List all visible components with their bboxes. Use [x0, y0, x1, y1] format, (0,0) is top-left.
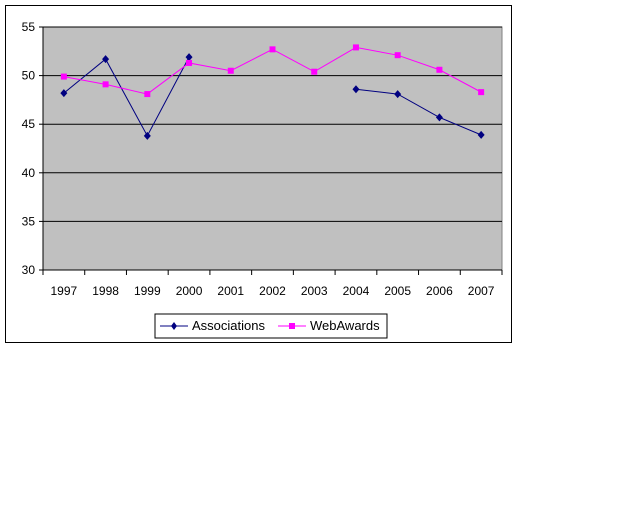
webawards-point-2003 [311, 68, 318, 75]
x-tick-label-2001: 2001 [217, 284, 244, 298]
x-tick-label-1997: 1997 [51, 284, 78, 298]
webawards-point-1997 [60, 73, 67, 80]
x-tick-label-1998: 1998 [92, 284, 119, 298]
y-tick-label-45: 45 [22, 117, 36, 131]
associations-point-2005 [394, 90, 402, 99]
x-tick-label-2004: 2004 [343, 284, 370, 298]
associations-series-line-1 [355, 88, 482, 136]
webawards-point-1998 [102, 81, 109, 88]
x-tick-label-2000: 2000 [176, 284, 203, 298]
x-tick-label-1999: 1999 [134, 284, 161, 298]
webawards-point-2006 [436, 66, 443, 73]
webawards-point-2000 [186, 59, 193, 66]
associations-point-2000 [185, 53, 193, 62]
legend-box [154, 313, 388, 339]
y-axis-tick-labels: 30 35 40 45 50 55 [22, 20, 36, 277]
associations-point-1998 [102, 55, 110, 64]
webawards-point-2001 [227, 67, 234, 74]
webawards-point-1999 [144, 91, 151, 98]
webawards-point-2005 [394, 52, 401, 59]
legend-associations-label: Associations [192, 318, 265, 333]
y-tick-label-30: 30 [22, 263, 36, 277]
x-axis-tick-labels: 1997 1998 1999 2000 2001 2002 2003 2004 2005 2006… [51, 284, 495, 298]
y-tick-label-50: 50 [22, 69, 36, 83]
associations-point-1997 [60, 89, 68, 98]
associations-point-2007 [477, 130, 485, 139]
y-tick-label-40: 40 [22, 166, 36, 180]
legend-webawards-marker [289, 323, 295, 329]
associations-point-2006 [435, 113, 443, 122]
x-tick-label-2006: 2006 [426, 284, 453, 298]
associations-series-line-0 [63, 56, 190, 137]
webawards-point-2004 [352, 44, 359, 51]
y-tick-label-35: 35 [22, 214, 36, 228]
x-tick-label-2007: 2007 [468, 284, 495, 298]
legend-associations-marker [171, 322, 177, 330]
axes [39, 26, 503, 275]
x-tick-label-2003: 2003 [301, 284, 328, 298]
associations-point-2004 [352, 85, 360, 94]
plot-area [42, 26, 503, 271]
series-layer [60, 44, 485, 140]
y-tick-label-55: 55 [22, 20, 36, 34]
x-tick-label-2005: 2005 [384, 284, 411, 298]
legend: Associations WebAwards [154, 313, 388, 339]
x-tick-label-2002: 2002 [259, 284, 286, 298]
webawards-point-2007 [478, 89, 485, 96]
gridlines [43, 26, 502, 222]
webawards-point-2002 [269, 46, 276, 53]
legend-webawards-label: WebAwards [310, 318, 380, 333]
associations-point-1999 [143, 131, 151, 140]
